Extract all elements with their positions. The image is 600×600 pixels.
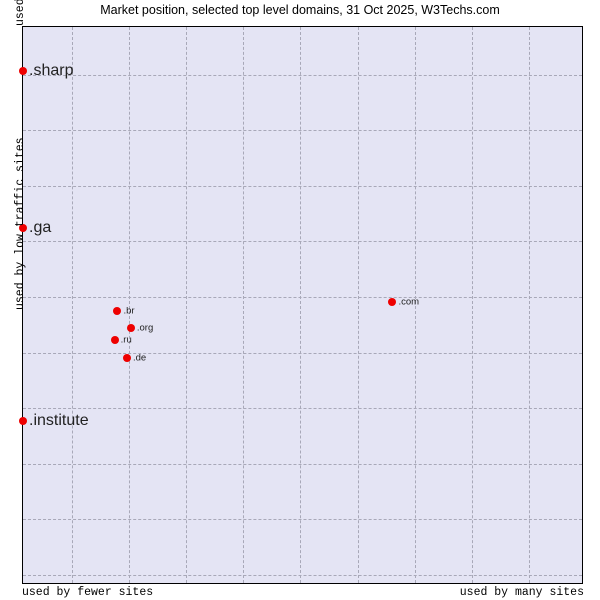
data-point-marker (19, 416, 27, 425)
data-point-label: .com (398, 296, 420, 308)
x-axis-label-left: used by fewer sites (22, 586, 154, 599)
data-points-layer: .sharp .ga .com .br .org .ru .de .institute (19, 27, 582, 583)
data-point-label: .sharp (29, 61, 74, 79)
data-point-marker (126, 323, 135, 332)
data-point-marker (388, 298, 397, 307)
y-axis-label-bottom-text: used by low traffic sites (14, 137, 27, 310)
data-point-label: .institute (29, 411, 89, 429)
data-point-marker (19, 66, 27, 75)
data-point-label: .ru (120, 334, 132, 346)
data-point-label: .org (136, 322, 154, 334)
data-point-label: .br (123, 305, 135, 317)
data-point-marker (122, 354, 131, 363)
y-axis-label-bottom: used by low traffic sites (0, 137, 27, 584)
data-point-label: .ga (29, 219, 52, 237)
data-point-marker (110, 336, 119, 345)
data-point-marker (19, 224, 27, 233)
chart-title: Market position, selected top level doma… (100, 3, 500, 17)
y-axis-label-top-text: used by high traffic sites (14, 0, 27, 26)
plot-area: .sharp .ga .com .br .org .ru .de .institute (19, 26, 583, 584)
x-axis-label-right: used by many sites (459, 586, 584, 599)
data-point-label: .de (132, 352, 147, 364)
data-point-marker (113, 307, 122, 316)
